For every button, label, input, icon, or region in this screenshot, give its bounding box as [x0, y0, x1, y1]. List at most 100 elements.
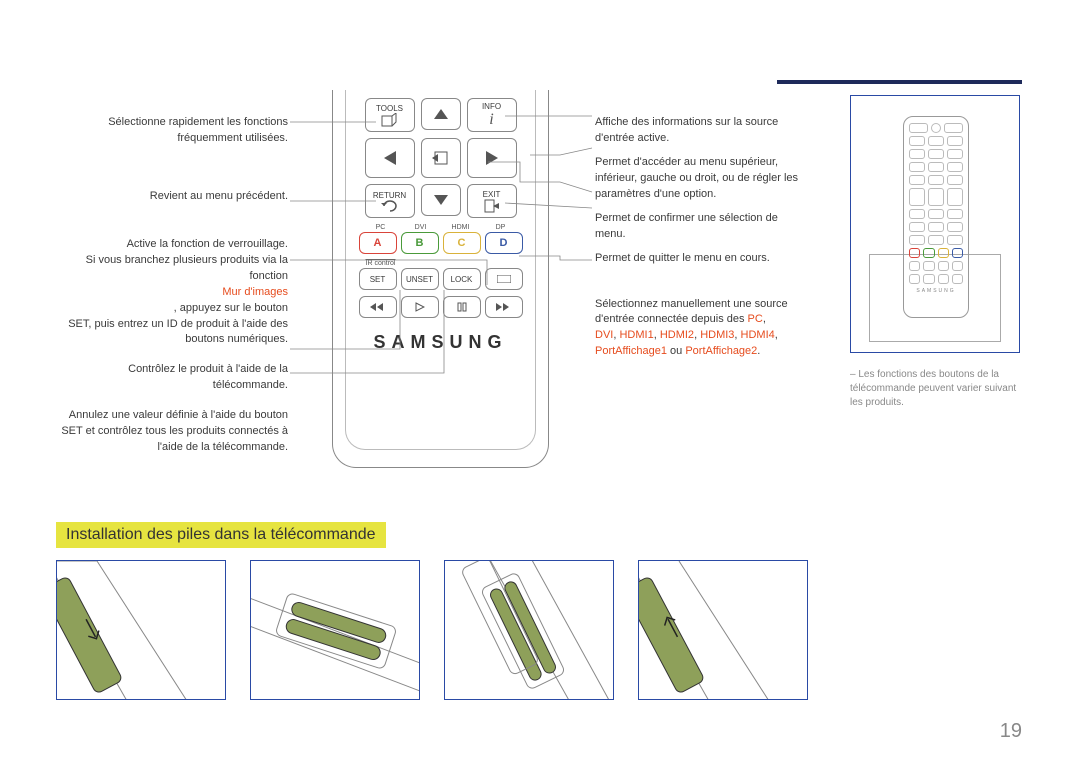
text: SET, puis entrez un ID de produit à l'ai… [50, 317, 288, 333]
battery-panel-1 [56, 560, 226, 700]
text: ou [667, 345, 685, 357]
battery-step1-icon [57, 561, 226, 700]
text: Si vous branchez plusieurs produits via … [50, 253, 288, 269]
text: inférieur, gauche ou droit, ou de régler… [595, 172, 798, 184]
desc-sources: Sélectionnez manuellement une source d'e… [595, 297, 810, 361]
color-d-button: D [485, 232, 523, 254]
text-red: HDMI2 [660, 329, 694, 341]
text-red: HDMI4 [741, 329, 775, 341]
text: Permet de confirmer une sélection de men… [595, 212, 778, 240]
text: , [763, 313, 766, 325]
left-arrow-button [365, 138, 415, 178]
desc-set: Contrôlez le produit à l'aide de la télé… [50, 362, 288, 394]
label-ir: IR control [361, 260, 401, 267]
desc-tools: Sélectionne rapidement les fonctions fré… [50, 115, 288, 147]
text: boutons numériques. [50, 332, 288, 348]
tools-icon [381, 113, 399, 127]
text: d'entrée connectée depuis des [595, 313, 748, 325]
text: Permet d'accéder au menu supérieur, [595, 156, 778, 168]
text: Sélectionnez manuellement une source [595, 297, 810, 313]
text: . [757, 345, 760, 357]
battery-step3-icon [445, 561, 614, 700]
display-icon [497, 275, 511, 283]
label: EXIT [483, 190, 501, 199]
down-arrow-icon [432, 193, 450, 207]
brand-label: SAMSUNG [356, 332, 525, 353]
blank-button [485, 268, 523, 290]
desc-confirm: Permet de confirmer une sélection de men… [595, 211, 810, 243]
left-descriptions: Sélectionne rapidement les fonctions fré… [50, 115, 288, 470]
label: INFO [482, 102, 501, 111]
exit-button: EXIT [467, 184, 517, 218]
text: paramètres d'une option. [595, 188, 716, 200]
remote-cradle-panel: SAMSUNG [850, 95, 1020, 353]
battery-panel-3 [444, 560, 614, 700]
battery-panel-2 [250, 560, 420, 700]
page-number: 19 [1000, 720, 1022, 743]
remote-illustration: TOOLS INFO i RETU [332, 90, 549, 468]
pause-icon [457, 302, 467, 312]
color-c-button: C [443, 232, 481, 254]
battery-step2-icon [251, 561, 420, 700]
text: fréquemment utilisées. [50, 131, 288, 147]
down-arrow-button [421, 184, 461, 216]
exit-icon [484, 199, 500, 213]
info-icon: i [489, 111, 493, 129]
right-descriptions: Affiche des informations sur la source d… [595, 115, 810, 368]
text: l'aide de la télécommande. [50, 440, 288, 456]
text-red: PC [748, 313, 763, 325]
unset-button: UNSET [401, 268, 439, 290]
lock-button: LOCK [443, 268, 481, 290]
info-button: INFO i [467, 98, 517, 132]
text: fonction Mur d'images, appuyez sur le bo… [50, 269, 288, 317]
label-hdmi: HDMI [441, 224, 481, 231]
color-b-button: B [401, 232, 439, 254]
up-arrow-button [421, 98, 461, 130]
text: d'entrée connectée depuis des PC, [595, 312, 810, 328]
right-arrow-icon [484, 149, 500, 167]
label: RETURN [373, 191, 406, 200]
text-red: HDMI3 [700, 329, 734, 341]
text: , appuyez sur le bouton [50, 301, 288, 317]
text: SET et contrôlez tous les produits conne… [50, 424, 288, 440]
battery-panel-4 [638, 560, 808, 700]
desc-exit: Permet de quitter le menu en cours. [595, 251, 810, 267]
brand-label-small: SAMSUNG [909, 288, 963, 294]
up-arrow-icon [432, 107, 450, 121]
label: TOOLS [376, 104, 403, 113]
text-red: HDMI1 [619, 329, 653, 341]
text: Annulez une valeur définie à l'aide du b… [50, 408, 288, 424]
rewind-icon [369, 302, 387, 312]
text-red: PortAffichage2 [685, 345, 757, 357]
play-button [401, 296, 439, 318]
label-pc: PC [361, 224, 401, 231]
label-dvi: DVI [401, 224, 441, 231]
color-a-button: A [359, 232, 397, 254]
text: Revient au menu précédent. [50, 189, 288, 205]
section-heading: Installation des piles dans la télécomma… [56, 522, 386, 548]
battery-panels [56, 560, 808, 700]
return-icon [381, 200, 399, 212]
text-red: Mur d'images [50, 285, 288, 301]
desc-lock: Active la fonction de verrouillage. Si v… [50, 237, 288, 349]
desc-unset: Annulez une valeur définie à l'aide du b… [50, 408, 288, 456]
forward-button [485, 296, 523, 318]
small-remote: SAMSUNG [903, 116, 969, 318]
rewind-button [359, 296, 397, 318]
enter-icon [431, 150, 451, 166]
text: Permet de quitter le menu en cours. [595, 252, 770, 264]
text: fonction [50, 269, 288, 285]
text-red: PortAffichage1 [595, 345, 667, 357]
enter-button [421, 138, 461, 178]
right-arrow-button [467, 138, 517, 178]
text: Active la fonction de verrouillage. [50, 237, 288, 253]
text: d'entrée active. [595, 132, 669, 144]
desc-info: Affiche des informations sur la source d… [595, 115, 810, 147]
label-dp: DP [481, 224, 521, 231]
left-arrow-icon [382, 149, 398, 167]
text-red: DVI [595, 329, 613, 341]
desc-return: Revient au menu précédent. [50, 189, 288, 205]
text: Sélectionne rapidement les fonctions [50, 115, 288, 131]
return-button: RETURN [365, 184, 415, 218]
forward-icon [495, 302, 513, 312]
